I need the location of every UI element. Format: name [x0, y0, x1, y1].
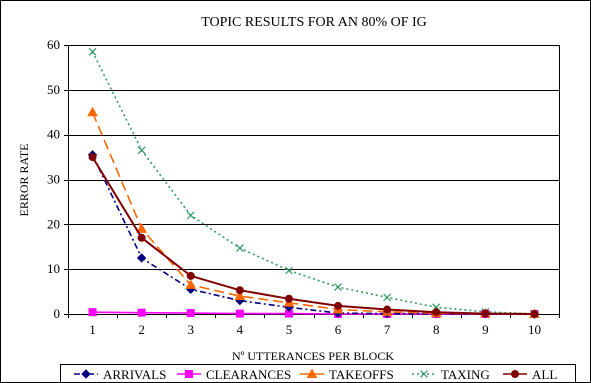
legend-label-all: ALL: [532, 367, 557, 382]
data-point-takeoffs: [87, 106, 98, 117]
x-tick-label: 8: [433, 322, 440, 337]
data-point-all: [284, 294, 293, 303]
data-point-clearances: [88, 308, 97, 317]
legend-label-clearances: CLEARANCES: [206, 367, 291, 382]
data-point-taxing: [88, 47, 97, 56]
data-point-taxing: [285, 266, 293, 275]
series-line-all: [91, 156, 535, 315]
data-point-all: [137, 233, 146, 242]
legend-item-clearances: CLEARANCES: [177, 367, 291, 382]
data-point-all: [334, 301, 343, 310]
gridlines: [68, 90, 559, 270]
legend-label-arrivals: ARRIVALS: [103, 367, 166, 382]
x-tick-label: 7: [384, 322, 391, 337]
y-tick-label: 10: [47, 261, 60, 276]
legend: ARRIVALS CLEARANCES TAKEOFFS TAXING ALL: [74, 367, 557, 382]
y-tick-label: 40: [47, 127, 60, 142]
y-axis-title: ERROR RATE: [17, 143, 31, 216]
data-point-taxing: [235, 244, 244, 253]
legend-marker-clearances: [185, 370, 193, 378]
series-all: [88, 153, 539, 318]
x-tick-label: 1: [89, 322, 96, 337]
legend-label-taxing: TAXING: [441, 367, 490, 382]
data-point-takeoffs: [185, 279, 197, 289]
data-point-all: [235, 286, 244, 295]
data-point-all: [530, 310, 539, 318]
legend-marker-takeoffs: [306, 368, 318, 378]
data-point-clearances: [186, 309, 195, 318]
x-tick-label: 9: [482, 322, 489, 337]
chart-title: TOPIC RESULTS FOR AN 80% OF IG: [201, 15, 427, 30]
y-axis: 0 10 20 30 40 50 60: [47, 37, 68, 321]
y-tick-label: 60: [47, 37, 60, 52]
data-point-taxing: [334, 283, 342, 292]
series-line-taxing: [91, 51, 535, 315]
data-point-taxing: [383, 293, 392, 302]
y-tick-label: 30: [47, 172, 60, 187]
data-point-all: [481, 309, 490, 318]
x-axis-title: Nº UTTERANCES PER BLOCK: [232, 349, 394, 363]
data-point-all: [88, 153, 97, 162]
x-tick-label: 2: [138, 322, 145, 337]
data-point-all: [432, 308, 441, 317]
x-tick-label: 3: [188, 322, 195, 337]
legend-label-takeoffs: TAKEOFFS: [329, 367, 394, 382]
series-group: [87, 47, 540, 319]
data-point-arrivals: [136, 253, 147, 263]
x-axis: 1 2 3 4 5 6 7 8 9 10: [68, 314, 560, 337]
x-tick-label: 10: [528, 322, 541, 337]
data-point-all: [186, 271, 195, 280]
data-point-taxing: [186, 211, 195, 220]
legend-item-arrivals: ARRIVALS: [74, 367, 166, 382]
data-point-all: [383, 305, 392, 314]
y-tick-label: 50: [47, 82, 60, 97]
legend-marker-taxing: [420, 370, 428, 378]
data-point-takeoffs: [136, 223, 148, 233]
legend-item-all: ALL: [503, 367, 557, 382]
x-tick-label: 6: [335, 322, 342, 337]
data-point-taxing: [137, 146, 146, 155]
legend-marker-all: [511, 370, 519, 378]
y-tick-label: 0: [54, 306, 61, 321]
y-tick-label: 20: [47, 216, 60, 231]
data-point-clearances: [235, 309, 244, 318]
x-tick-label: 5: [286, 322, 293, 337]
x-tick-label: 4: [237, 322, 244, 337]
data-point-takeoffs: [234, 290, 246, 301]
legend-item-takeoffs: TAKEOFFS: [300, 367, 394, 382]
legend-marker-arrivals: [81, 369, 91, 379]
legend-item-taxing: TAXING: [412, 367, 490, 382]
data-point-clearances: [137, 308, 146, 317]
